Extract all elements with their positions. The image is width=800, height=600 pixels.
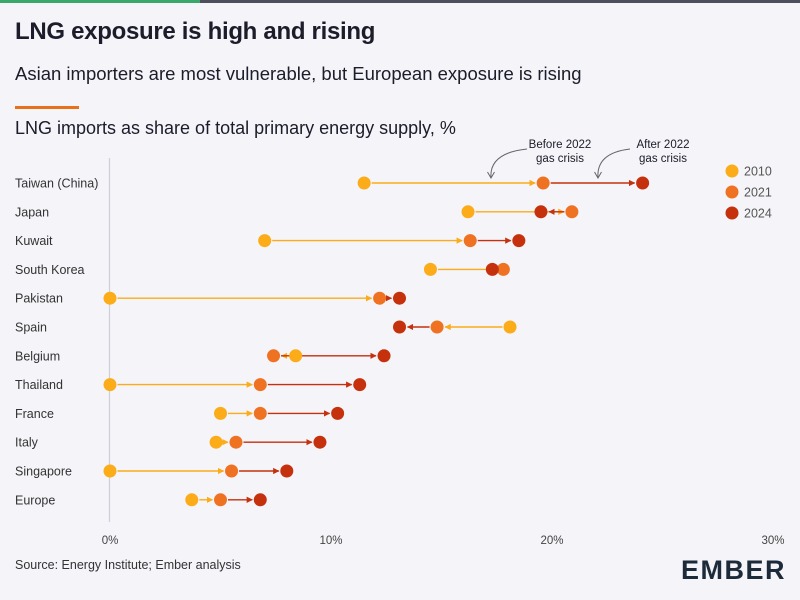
point-2010-spain — [503, 320, 517, 334]
point-2021-spain — [430, 320, 444, 334]
point-2021-taiwan-china — [536, 176, 550, 190]
chart-title: LNG imports as share of total primary en… — [15, 118, 456, 138]
point-2024-thailand — [353, 378, 367, 392]
category-label-thailand: Thailand — [15, 378, 63, 392]
x-tick-label: 20% — [540, 535, 563, 547]
point-2024-kuwait — [512, 234, 526, 248]
legend-marker-2010 — [725, 164, 739, 178]
point-2021-europe — [214, 493, 227, 507]
category-label-singapore: Singapore — [15, 465, 72, 479]
point-2010-pakistan — [103, 291, 117, 305]
point-2024-pakistan — [393, 291, 407, 305]
page-subtitle: Asian importers are most vulnerable, but… — [15, 63, 582, 84]
point-2021-japan — [565, 205, 579, 219]
category-label-japan: Japan — [15, 205, 49, 219]
point-2021-kuwait — [463, 234, 477, 248]
point-2024-singapore — [280, 464, 294, 478]
annotation-after-2022: After 2022 gas crisis — [636, 139, 689, 165]
page-title: LNG exposure is high and rising — [15, 18, 376, 45]
category-label-italy: Italy — [15, 436, 39, 450]
annotation-before-2022: Before 2022 gas crisis — [529, 139, 592, 165]
accent-divider — [15, 106, 79, 109]
category-label-belgium: Belgium — [15, 349, 60, 363]
point-2021-thailand — [253, 378, 267, 392]
point-2024-south-korea — [485, 262, 499, 276]
point-2010-japan — [461, 205, 475, 219]
x-tick-label: 30% — [761, 535, 784, 547]
point-2010-france — [214, 406, 227, 420]
point-2021-pakistan — [373, 291, 387, 305]
point-2010-kuwait — [258, 234, 272, 248]
category-label-spain: Spain — [15, 321, 47, 335]
ember-logo: EMBER — [681, 555, 787, 585]
category-label-kuwait: Kuwait — [15, 234, 53, 248]
annotation-leader-line — [490, 148, 528, 179]
legend-label-2024: 2024 — [744, 207, 772, 221]
legend-label-2021: 2021 — [744, 186, 772, 200]
point-2024-japan — [534, 205, 548, 219]
legend-marker-2021 — [725, 185, 739, 199]
point-2024-belgium — [377, 349, 391, 363]
point-2024-france — [331, 406, 345, 420]
annotation-leader-line — [597, 148, 631, 179]
top-accent-bar — [0, 0, 800, 3]
point-2010-belgium — [289, 349, 303, 363]
annotation-arrowhead — [594, 171, 602, 179]
point-2021-france — [253, 406, 267, 420]
legend-label-2010: 2010 — [744, 165, 772, 179]
source-note: Source: Energy Institute; Ember analysis — [15, 558, 241, 572]
x-tick-label: 10% — [319, 535, 342, 547]
point-2010-thailand — [103, 378, 117, 392]
x-tick-label: 0% — [102, 535, 119, 547]
point-2010-italy — [209, 435, 223, 449]
point-2010-europe — [185, 493, 199, 507]
point-2021-belgium — [267, 349, 281, 363]
category-label-pakistan: Pakistan — [15, 292, 63, 306]
point-2024-italy — [313, 435, 327, 449]
category-label-taiwan-china: Taiwan (China) — [15, 177, 98, 191]
point-2010-singapore — [103, 464, 117, 478]
point-2021-italy — [229, 435, 243, 449]
category-label-france: France — [15, 407, 54, 421]
annotation-arrowhead — [487, 171, 495, 179]
point-2010-south-korea — [423, 262, 437, 276]
category-label-europe: Europe — [15, 493, 55, 507]
point-2021-singapore — [225, 464, 239, 478]
point-2010-taiwan-china — [357, 176, 371, 190]
point-2024-taiwan-china — [636, 176, 650, 190]
point-2021-south-korea — [496, 262, 510, 276]
legend-marker-2024 — [725, 206, 739, 220]
point-2024-europe — [253, 493, 267, 507]
point-2024-spain — [393, 320, 407, 334]
category-label-south-korea: South Korea — [15, 263, 85, 277]
